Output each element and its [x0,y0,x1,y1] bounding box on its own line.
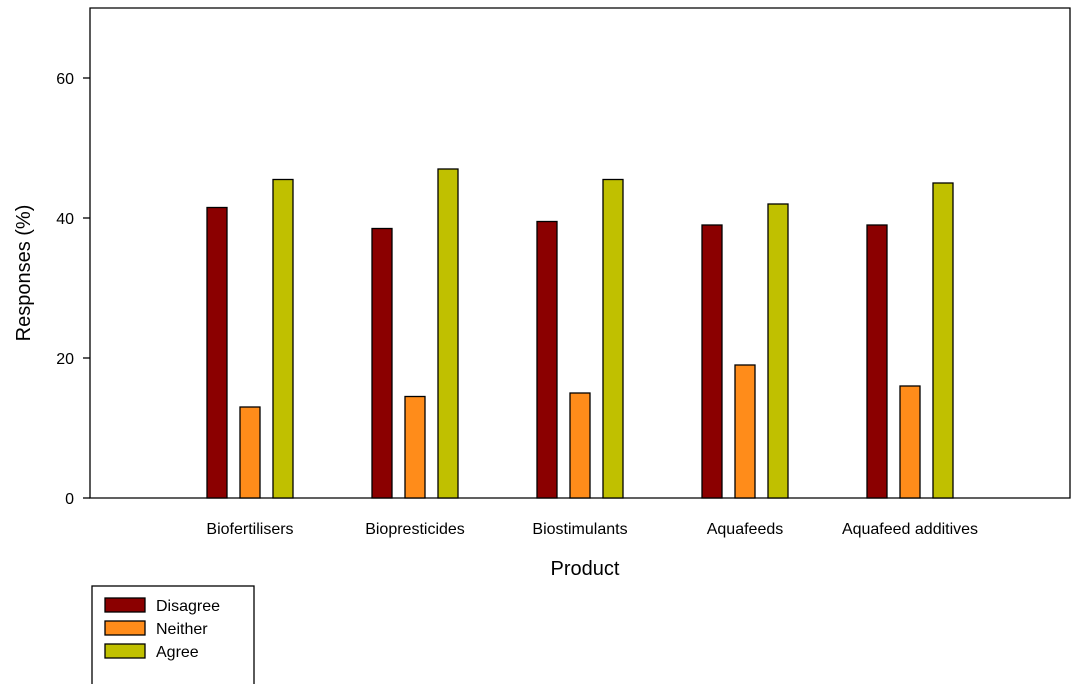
bar-neither [569,392,591,499]
bar-disagree [701,224,723,499]
x-tick-label: Biostimulants [532,521,627,538]
bar-group [866,182,954,499]
x-axis: Biofertilisers Biopresticides Biostimulant… [206,521,978,538]
bar-disagree [371,227,393,499]
bar-agree [932,182,954,499]
bar-disagree [536,220,558,499]
y-axis-title: Responses (%) [13,205,35,342]
x-tick-label: Aquafeed additives [842,521,978,538]
bar-neither [404,395,426,499]
bar-neither [734,364,756,499]
plot-border [89,7,1071,499]
bar-group [371,168,459,499]
legend-label: Neither [156,621,208,638]
legend-swatch [104,597,146,613]
y-tick-label: 20 [56,351,74,368]
bar-group [206,178,294,499]
x-tick-label: Biofertilisers [206,521,293,538]
bar-agree [272,178,294,499]
x-axis-title: Product [551,558,620,580]
bar-neither [239,406,261,499]
legend: Disagree Neither Agree [91,585,255,684]
y-tick-label: 40 [56,211,74,228]
bar-disagree [206,206,228,499]
legend-swatch [104,620,146,636]
bar-disagree [866,224,888,499]
legend-label: Agree [156,644,199,661]
y-tick-label: 0 [65,491,74,508]
x-tick-label: Aquafeeds [707,521,784,538]
bar-neither [899,385,921,499]
bar-agree [602,178,624,499]
x-tick-label: Biopresticides [365,521,465,538]
legend-swatch [104,643,146,659]
bar-group [536,178,624,499]
bar-group [701,203,789,499]
bar-agree [767,203,789,499]
bars [206,168,954,499]
plot-frame [89,7,1071,499]
legend-label: Disagree [156,598,220,615]
y-axis: 0 20 40 60 [56,71,90,508]
bar-agree [437,168,459,499]
y-tick-label: 60 [56,71,74,88]
